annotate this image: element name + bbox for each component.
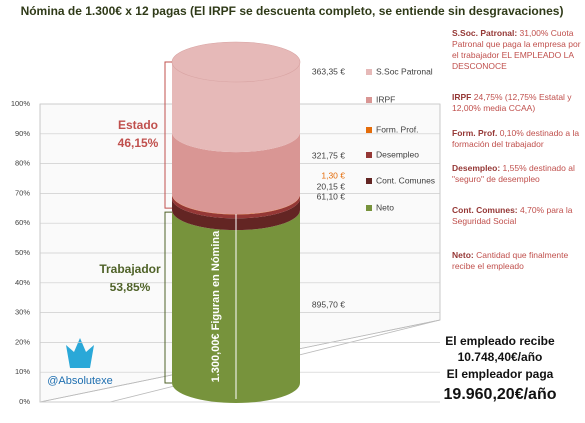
legend-swatch xyxy=(366,97,372,103)
y-tick-label: 20% xyxy=(15,337,30,346)
logo xyxy=(66,338,94,368)
y-tick-label: 60% xyxy=(15,218,30,227)
note-label: Neto: xyxy=(452,250,474,260)
cylinder-top xyxy=(171,41,301,83)
annotation: Estado xyxy=(118,118,158,132)
note-label: IRPF xyxy=(452,92,472,102)
data-label: 321,75 € xyxy=(312,150,345,160)
y-tick-label: 30% xyxy=(15,308,30,317)
data-label: 1,30 € xyxy=(321,170,345,180)
note: IRPF 24,75% (12,75% Estatal y 12,00% med… xyxy=(452,92,582,114)
bar-segment xyxy=(172,198,300,231)
y-tick-label: 90% xyxy=(15,129,30,138)
y-tick-label: 10% xyxy=(15,367,30,376)
bar-segment xyxy=(172,132,300,215)
summary-text: 10.748,40€/año xyxy=(457,350,543,364)
annotation: 46,15% xyxy=(118,136,159,150)
summary-text: El empleador paga xyxy=(446,367,554,381)
y-tick-label: 70% xyxy=(15,188,30,197)
note-text: 31,00% Cuota Patronal que paga la empres… xyxy=(452,28,581,71)
bracket xyxy=(164,211,172,384)
data-label: 895,70 € xyxy=(312,299,345,309)
bar-segment xyxy=(172,62,300,153)
note-text: 4,70% para la Seguridad Social xyxy=(452,205,573,226)
legend-label: S.Soc Patronal xyxy=(376,66,433,76)
legend-label: Form. Prof. xyxy=(376,124,419,134)
note-label: S.Soc. Patronal: xyxy=(452,28,518,38)
note: Cont. Comunes: 4,70% para la Seguridad S… xyxy=(452,205,582,227)
summary-text: El empleado recibe xyxy=(445,334,555,348)
summary-text: 19.960,20€/año xyxy=(443,386,557,403)
data-label: 363,35 € xyxy=(312,66,345,76)
annotation: 1.300,00€ Figuran en Nómina xyxy=(210,230,222,382)
note: Desempleo: 1,55% destinado al "seguro" d… xyxy=(452,163,582,185)
annotation: 53,85% xyxy=(110,280,151,294)
note-text: 24,75% (12,75% Estatal y 12,00% media CC… xyxy=(452,92,572,113)
note-label: Desempleo: xyxy=(452,163,501,173)
data-label: 61,10 € xyxy=(317,191,346,201)
legend-label: Cont. Comunes xyxy=(376,175,435,185)
y-tick-label: 0% xyxy=(19,397,30,406)
note: S.Soc. Patronal: 31,00% Cuota Patronal q… xyxy=(452,28,582,72)
note: Form. Prof. 0,10% destinado a la formaci… xyxy=(452,128,582,150)
legend-label: Neto xyxy=(376,202,394,212)
y-tick-label: 100% xyxy=(11,99,31,108)
y-tick-label: 50% xyxy=(15,248,30,257)
legend-swatch xyxy=(366,205,372,211)
bar-segment xyxy=(172,194,300,219)
handle: @Absolutexe xyxy=(47,375,113,387)
y-tick-label: 80% xyxy=(15,159,30,168)
note-text: Cantidad que finalmente recibe el emplea… xyxy=(452,250,569,271)
legend-label: Desempleo xyxy=(376,149,419,159)
annotation: Trabajador xyxy=(99,262,161,276)
note: Neto: Cantidad que finalmente recibe el … xyxy=(452,250,582,272)
bracket xyxy=(164,61,172,209)
y-tick-label: 40% xyxy=(15,278,30,287)
legend-swatch xyxy=(366,127,372,133)
note-label: Cont. Comunes: xyxy=(452,205,518,215)
note-text: 1,55% destinado al "seguro" de desempleo xyxy=(452,163,575,184)
note-label: Form. Prof. xyxy=(452,128,498,138)
note-text: 0,10% destinado a la formación del traba… xyxy=(452,128,580,149)
legend-label: IRPF xyxy=(376,94,395,104)
chart-title: Nómina de 1.300€ x 12 pagas (El IRPF se … xyxy=(21,4,564,18)
legend-swatch xyxy=(366,178,372,184)
legend-swatch xyxy=(366,69,372,75)
legend-swatch xyxy=(366,152,372,158)
data-label: 20,15 € xyxy=(317,181,346,191)
